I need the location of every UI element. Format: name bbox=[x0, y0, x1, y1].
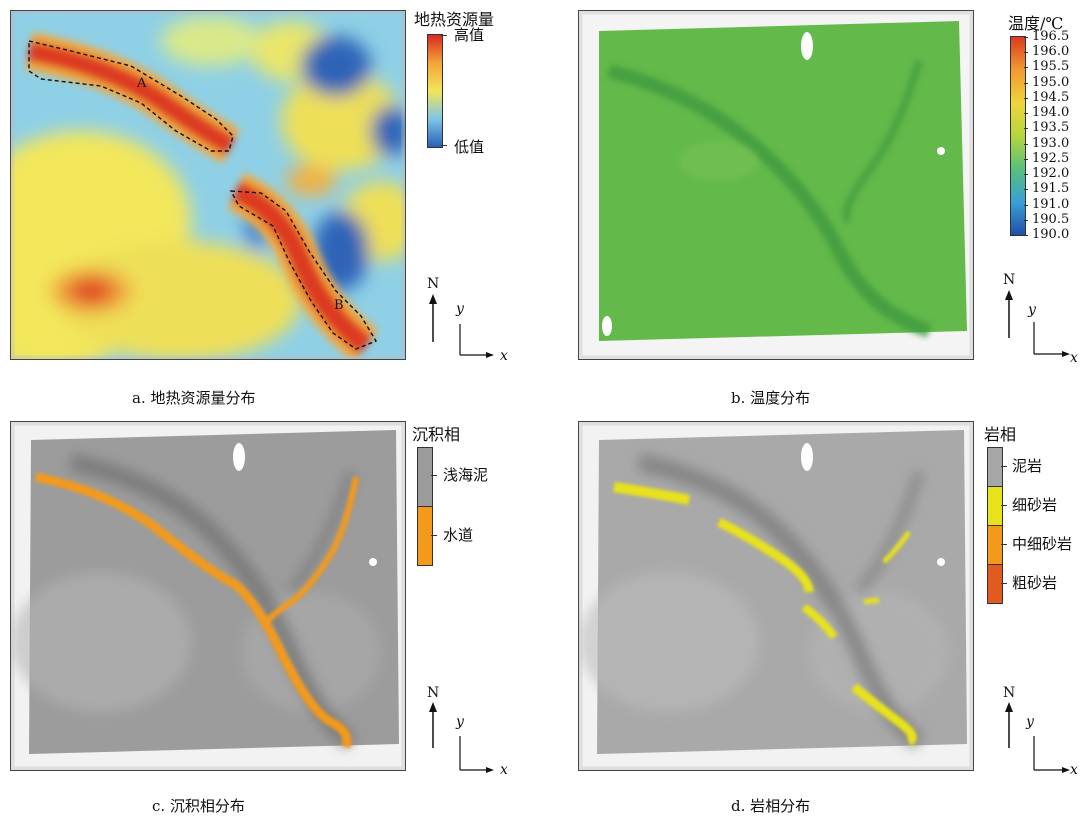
temperature-tick-mark bbox=[1024, 37, 1028, 38]
temperature-tick-mark bbox=[1024, 219, 1028, 221]
temperature-tick-mark bbox=[1024, 97, 1028, 99]
resource-colorbar bbox=[427, 34, 443, 148]
y-axis-label: y bbox=[1028, 302, 1036, 318]
lithofacies-legend-swatch-coarse-sandstone bbox=[987, 564, 1003, 604]
compass-icon bbox=[429, 702, 494, 773]
temperature-tick-label: 193.5 bbox=[1032, 120, 1070, 136]
north-label: N bbox=[427, 685, 440, 701]
caption-c: c. 沉积相分布 bbox=[152, 797, 245, 815]
temperature-tick-mark bbox=[1024, 67, 1028, 69]
temperature-tick-label: 195.0 bbox=[1032, 74, 1070, 90]
y-axis-label: y bbox=[456, 301, 464, 317]
legend-class-label: 中细砂岩 bbox=[1012, 535, 1073, 553]
temperature-tick-mark bbox=[1024, 174, 1028, 176]
north-label: N bbox=[1003, 685, 1016, 701]
temperature-tick-mark bbox=[1024, 52, 1028, 54]
legend-high-label: 高值 bbox=[454, 26, 485, 44]
temperature-tick-mark bbox=[1024, 204, 1028, 206]
temperature-tick-label: 194.5 bbox=[1032, 89, 1070, 105]
temperature-tick-mark bbox=[1024, 189, 1028, 191]
temperature-tick-label: 193.0 bbox=[1032, 135, 1070, 151]
caption-a: a. 地热资源量分布 bbox=[132, 389, 256, 407]
temperature-tick-label: 194.0 bbox=[1032, 105, 1070, 121]
temperature-tick-label: 191.0 bbox=[1032, 196, 1070, 212]
legend-low-label: 低值 bbox=[454, 138, 485, 156]
point-a-label: A bbox=[137, 76, 147, 91]
temperature-tick-label: 192.5 bbox=[1032, 150, 1070, 166]
lithofacies-legend-swatch-fine-sandstone bbox=[987, 486, 1003, 526]
temperature-tick-mark bbox=[1024, 158, 1028, 160]
temperature-tick-mark bbox=[1024, 143, 1028, 145]
temperature-tick-label: 196.5 bbox=[1032, 29, 1070, 44]
temperature-tick-mark bbox=[1024, 235, 1028, 236]
temperature-tick-label: 195.5 bbox=[1032, 59, 1070, 75]
caption-d: d. 岩相分布 bbox=[731, 797, 811, 815]
legend-title: 温度/℃ bbox=[1008, 14, 1064, 33]
north-label: N bbox=[427, 276, 440, 292]
lithofacies-legend-swatch-mudstone bbox=[987, 447, 1003, 487]
temperature-map bbox=[578, 10, 974, 360]
y-axis-label: y bbox=[456, 714, 464, 730]
north-label: N bbox=[1003, 272, 1016, 288]
legend-class-label: 细砂岩 bbox=[1012, 496, 1058, 514]
legend-class-label: 泥岩 bbox=[1012, 457, 1043, 475]
geothermal-resource-map bbox=[10, 10, 406, 360]
temperature-tick-mark bbox=[1024, 128, 1028, 130]
y-axis-label: y bbox=[1026, 714, 1034, 730]
facies-legend-swatch-shallow-mud bbox=[417, 447, 433, 507]
x-axis-label: x bbox=[500, 348, 508, 364]
temperature-tick-label: 190.0 bbox=[1032, 227, 1070, 242]
x-axis-label: x bbox=[1070, 762, 1078, 778]
lithofacies-map bbox=[578, 421, 974, 771]
temperature-tick-label: 191.5 bbox=[1032, 181, 1070, 197]
compass-icon bbox=[429, 294, 494, 358]
x-axis-label: x bbox=[500, 762, 508, 778]
x-axis-label: x bbox=[1070, 350, 1078, 366]
temperature-tick-label: 192.0 bbox=[1032, 166, 1070, 182]
facies-legend-swatch-channel bbox=[417, 506, 433, 566]
legend-title: 沉积相 bbox=[412, 425, 461, 444]
compass-icon bbox=[1005, 702, 1070, 773]
lithofacies-legend-swatch-medium-fine-sandstone bbox=[987, 525, 1003, 565]
legend-title: 岩相 bbox=[984, 425, 1017, 444]
temperature-tick-label: 196.0 bbox=[1032, 44, 1070, 60]
temperature-colorbar bbox=[1010, 36, 1026, 236]
caption-b: b. 温度分布 bbox=[731, 389, 811, 407]
legend-class-label: 水道 bbox=[443, 526, 474, 544]
temperature-tick-mark bbox=[1024, 113, 1028, 115]
legend-title: 地热资源量 bbox=[414, 10, 495, 29]
temperature-tick-label: 190.5 bbox=[1032, 211, 1070, 227]
legend-class-label: 浅海泥 bbox=[443, 466, 489, 484]
point-b-label: B bbox=[334, 298, 344, 313]
compass-icon bbox=[1005, 290, 1070, 357]
legend-class-label: 粗砂岩 bbox=[1012, 574, 1058, 592]
temperature-tick-mark bbox=[1024, 82, 1028, 84]
sedimentary-facies-map bbox=[10, 421, 406, 771]
